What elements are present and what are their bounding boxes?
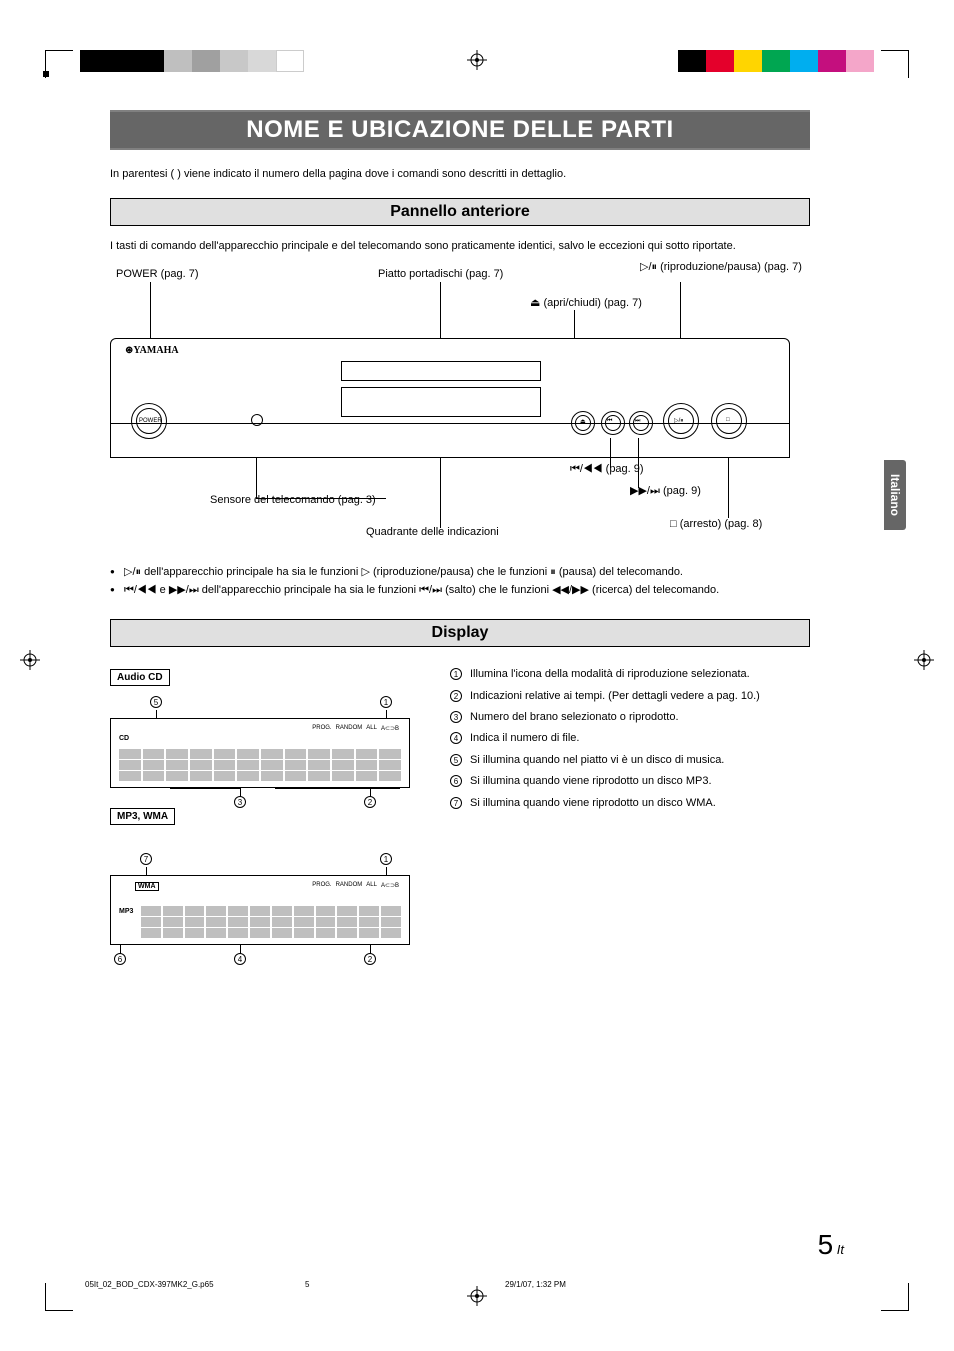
panel-divider	[111, 423, 789, 424]
crosshair-icon	[467, 50, 487, 75]
callout-6: 6	[114, 953, 126, 965]
legend-item: 3Numero del brano selezionato o riprodot…	[450, 710, 810, 725]
section-header-label: Display	[432, 624, 489, 641]
note-item: ⏮/◀◀ e ▶▶/⏭ dell'apparecchio principale …	[110, 582, 810, 600]
leader-line	[150, 282, 151, 338]
crop-mark	[45, 50, 73, 78]
label-display: Quadrante delle indicazioni	[366, 526, 499, 538]
language-tab: Italiano	[884, 460, 906, 530]
leader-line	[440, 458, 441, 528]
callout-2: 2	[364, 796, 376, 808]
lcd-mode-row: PROG. RANDOM ALL A⊂⊃B	[312, 882, 399, 889]
callout-1: 1	[380, 853, 392, 865]
legend-item: 4Indica il numero di file.	[450, 731, 810, 746]
footer: 05It_02_BOD_CDX-397MK2_G.p65 5 29/1/07, …	[85, 1280, 869, 1289]
display-section: Audio CD 5 1 CD PROG. RANDOM ALL A⊂⊃B	[110, 667, 810, 963]
label-sensor: Sensore del telecomando (pag. 3)	[210, 494, 376, 506]
legend-item: 6Si illumina quando viene riprodotto un …	[450, 774, 810, 789]
footer-filename: 05It_02_BOD_CDX-397MK2_G.p65	[85, 1280, 305, 1289]
footer-datetime: 29/1/07, 1:32 PM	[505, 1280, 566, 1289]
mp3-wma-label: MP3, WMA	[110, 808, 175, 825]
crosshair-icon	[20, 650, 40, 675]
wma-indicator: WMA	[135, 882, 159, 891]
leader-line	[170, 788, 240, 789]
disc-tray	[341, 361, 541, 381]
crop-mark	[881, 50, 909, 78]
label-tray: Piatto portadischi (pag. 7)	[378, 268, 503, 280]
audio-cd-label: Audio CD	[110, 669, 170, 686]
power-button[interactable]: POWER	[131, 403, 167, 439]
display-diagrams: Audio CD 5 1 CD PROG. RANDOM ALL A⊂⊃B	[110, 667, 420, 963]
section-header-front-panel: Pannello anteriore	[110, 198, 810, 226]
lcd-segments	[119, 749, 401, 781]
play-pause-icon: ▷/⏸	[640, 261, 657, 273]
stop-button[interactable]: □	[711, 403, 747, 439]
intro-text: In parentesi ( ) viene indicato il numer…	[110, 168, 810, 180]
lcd-display: CD PROG. RANDOM ALL A⊂⊃B	[110, 718, 410, 788]
mp3-indicator: MP3	[119, 908, 133, 915]
cd-indicator: CD	[119, 735, 129, 742]
leader-line	[275, 788, 400, 789]
label-power: POWER (pag. 7)	[116, 268, 199, 280]
legend-item: 1Illumina l'icona della modalità di ripr…	[450, 667, 810, 682]
skip-fwd-icon: ▶▶/⏭	[630, 485, 660, 497]
crosshair-icon	[467, 1286, 487, 1311]
footer-page: 5	[305, 1280, 505, 1289]
audio-cd-lcd-diagram: 5 1 CD PROG. RANDOM ALL A⊂⊃B	[110, 696, 420, 806]
callout-7: 7	[140, 853, 152, 865]
section-subtext: I tasti di comando dell'apparecchio prin…	[110, 240, 810, 252]
crosshair-icon	[914, 650, 934, 675]
callout-4: 4	[234, 953, 246, 965]
callout-2: 2	[364, 953, 376, 965]
callout-5: 5	[150, 696, 162, 708]
leader-line	[440, 282, 441, 338]
lcd-mode-row: PROG. RANDOM ALL A⊂⊃B	[312, 725, 399, 732]
leader-line	[728, 458, 729, 518]
display-window	[341, 387, 541, 417]
eject-icon: ⏏	[530, 297, 540, 309]
callout-1: 1	[380, 696, 392, 708]
label-skip-fwd: ▶▶/⏭ (pag. 9)	[630, 484, 701, 498]
play-pause-button[interactable]: ▷/⏸	[663, 403, 699, 439]
section-header-display: Display	[110, 619, 810, 647]
registration-right-bars	[678, 50, 874, 72]
stop-icon: □	[670, 518, 677, 530]
leader-line	[256, 498, 386, 499]
label-open-close: ⏏ (apri/chiudi) (pag. 7)	[530, 296, 642, 309]
page-number: 5 It	[818, 1229, 844, 1261]
mp3-wma-lcd-diagram: 7 1 MP3 WMA PROG. RANDOM ALL A⊂⊃B	[110, 853, 420, 963]
legend-item: 2Indicazioni relative ai tempi. (Per det…	[450, 689, 810, 704]
page-title-bar: NOME E UBICAZIONE DELLE PARTI	[110, 110, 810, 150]
front-panel-diagram: POWER (pag. 7) Piatto portadischi (pag. …	[110, 268, 810, 548]
remote-sensor	[251, 414, 263, 426]
label-play-pause: ▷/⏸ (riproduzione/pausa) (pag. 7)	[640, 260, 802, 274]
skip-back-icon: ⏮/◀◀	[570, 463, 603, 475]
callout-3: 3	[234, 796, 246, 808]
display-legend: 1Illumina l'icona della modalità di ripr…	[450, 667, 810, 963]
registration-left-bars	[80, 50, 304, 72]
legend-item: 7Si illumina quando viene riprodotto un …	[450, 796, 810, 811]
device-body: ⊛YAMAHA POWER ⏏ ⏮ ⏭ ▷/⏸ □	[110, 338, 790, 458]
note-item: ▷/⏸ dell'apparecchio principale ha sia l…	[110, 564, 810, 582]
crop-mark	[881, 1283, 909, 1311]
lcd-segments	[141, 906, 401, 938]
page-title: NOME E UBICAZIONE DELLE PARTI	[110, 112, 810, 148]
legend-list: 1Illumina l'icona della modalità di ripr…	[450, 667, 810, 811]
legend-item: 5Si illumina quando nel piatto vi è un d…	[450, 753, 810, 768]
notes-list: ▷/⏸ dell'apparecchio principale ha sia l…	[110, 564, 810, 599]
label-skip-back: ⏮/◀◀ (pag. 9)	[570, 463, 644, 476]
yamaha-logo: ⊛YAMAHA	[125, 345, 179, 356]
page-content: NOME E UBICAZIONE DELLE PARTI In parente…	[110, 110, 810, 963]
section-header-label: Pannello anteriore	[390, 203, 530, 220]
label-stop: □ (arresto) (pag. 8)	[670, 518, 762, 530]
crop-mark	[45, 1283, 73, 1311]
leader-line	[256, 458, 257, 498]
lcd-display: MP3 WMA PROG. RANDOM ALL A⊂⊃B	[110, 875, 410, 945]
